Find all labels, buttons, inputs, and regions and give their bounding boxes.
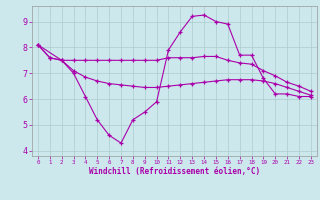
X-axis label: Windchill (Refroidissement éolien,°C): Windchill (Refroidissement éolien,°C): [89, 167, 260, 176]
